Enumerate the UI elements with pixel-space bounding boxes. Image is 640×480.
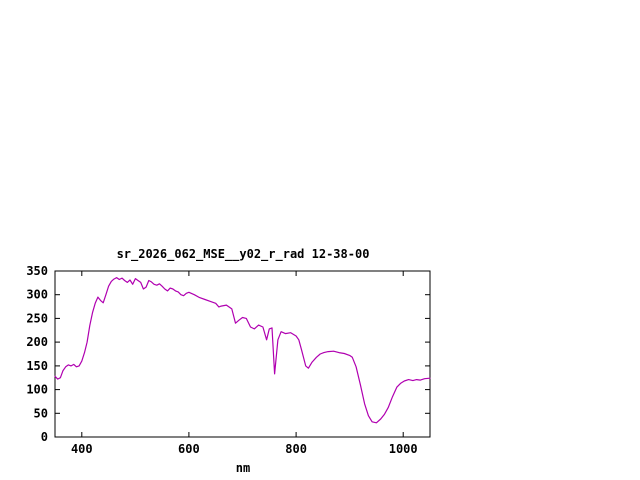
- svg-text:350: 350: [26, 264, 48, 278]
- svg-text:1000: 1000: [389, 442, 418, 456]
- svg-text:100: 100: [26, 383, 48, 397]
- chart-title: sr_2026_062_MSE__y02_r_rad 12-38-00: [116, 247, 370, 261]
- svg-text:50: 50: [34, 406, 48, 420]
- svg-text:300: 300: [26, 288, 48, 302]
- svg-text:800: 800: [285, 442, 307, 456]
- svg-text:0: 0: [41, 430, 48, 444]
- svg-text:200: 200: [26, 335, 48, 349]
- svg-text:150: 150: [26, 359, 48, 373]
- svg-text:250: 250: [26, 311, 48, 325]
- svg-text:400: 400: [71, 442, 93, 456]
- x-axis-label: nm: [235, 461, 251, 475]
- svg-text:600: 600: [178, 442, 200, 456]
